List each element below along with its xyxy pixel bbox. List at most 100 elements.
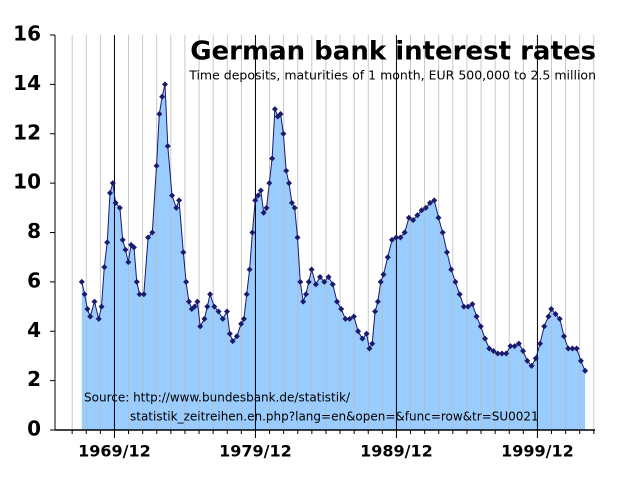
marker (104, 239, 111, 246)
marker (435, 214, 442, 221)
x-tick-label: 1999/12 (501, 442, 574, 461)
marker (541, 323, 548, 330)
marker (283, 167, 290, 174)
y-tick-label: 10 (13, 170, 41, 194)
marker (452, 278, 459, 285)
y-tick-label: 0 (27, 417, 41, 441)
marker (414, 212, 421, 219)
marker (161, 81, 168, 88)
marker (243, 291, 250, 298)
y-tick-label: 4 (27, 318, 41, 342)
marker (286, 180, 293, 187)
marker (185, 298, 192, 305)
marker (556, 315, 563, 322)
marker (263, 204, 270, 211)
marker (456, 291, 463, 298)
marker (537, 340, 544, 347)
marker (140, 291, 147, 298)
marker (372, 308, 379, 315)
marker (329, 281, 336, 288)
marker (528, 362, 535, 369)
marker (473, 313, 480, 320)
marker (393, 234, 400, 241)
marker (317, 273, 324, 280)
marker (95, 315, 102, 322)
marker (297, 278, 304, 285)
marker (204, 303, 211, 310)
marker (569, 345, 576, 352)
chart-title: German bank interest rates (190, 37, 596, 67)
marker (260, 209, 267, 216)
marker (119, 236, 126, 243)
marker (308, 266, 315, 273)
marker (98, 303, 105, 310)
marker (229, 338, 236, 345)
marker (224, 308, 231, 315)
marker (122, 246, 129, 253)
marker (91, 298, 98, 305)
marker (191, 303, 198, 310)
source-note: Source: http://www.bundesbank.de/statist… (84, 391, 351, 405)
marker (333, 298, 340, 305)
marker (109, 180, 116, 187)
marker (84, 306, 91, 313)
marker (169, 192, 176, 199)
marker (130, 244, 137, 251)
plot-area: 1969/12 1979/12 1989/12 1999/12 0 2 4 6 8 10 12 14 1… (13, 22, 595, 461)
marker (305, 278, 312, 285)
marker (397, 234, 404, 241)
marker (194, 298, 201, 305)
marker (300, 298, 307, 305)
marker (302, 291, 309, 298)
marker (511, 343, 518, 350)
marker (173, 204, 180, 211)
marker (573, 345, 580, 352)
marker (338, 306, 345, 313)
x-tick-label: 1989/12 (360, 442, 433, 461)
marker (240, 315, 247, 322)
marker (215, 308, 222, 315)
marker (431, 197, 438, 204)
marker (106, 190, 113, 196)
y-tick-label: 6 (27, 268, 41, 292)
marker (269, 155, 276, 162)
marker (427, 199, 434, 206)
marker (377, 278, 384, 285)
marker (448, 266, 455, 273)
marker (255, 192, 262, 199)
marker (156, 111, 163, 117)
marker (355, 328, 362, 335)
marker (524, 357, 531, 364)
marker (342, 315, 349, 322)
marker (363, 330, 370, 337)
chart-subtitle: Time deposits, maturities of 1 month, EU… (188, 68, 596, 83)
y-tick-label: 8 (27, 219, 41, 243)
marker (211, 303, 218, 310)
marker (507, 343, 514, 350)
marker (582, 367, 589, 374)
marker (87, 313, 94, 320)
y-tick-label: 16 (13, 22, 41, 46)
marker (294, 234, 301, 241)
marker (490, 348, 497, 354)
marker (159, 93, 166, 100)
marker (112, 199, 119, 206)
marker (249, 229, 256, 236)
area-fill (81, 84, 586, 431)
marker (359, 335, 366, 342)
marker (380, 271, 387, 278)
marker (81, 291, 88, 298)
marker (201, 315, 208, 322)
marker (532, 355, 539, 362)
marker (346, 315, 353, 322)
marker (503, 350, 510, 357)
marker (494, 350, 501, 357)
marker (560, 333, 567, 340)
marker (439, 229, 446, 236)
source-note: statistik_zeitreihen.en.php?lang=en&open… (130, 410, 539, 424)
marker (410, 217, 417, 224)
marker (145, 234, 152, 241)
marker (116, 204, 123, 211)
marker (101, 264, 108, 271)
marker (291, 204, 298, 211)
